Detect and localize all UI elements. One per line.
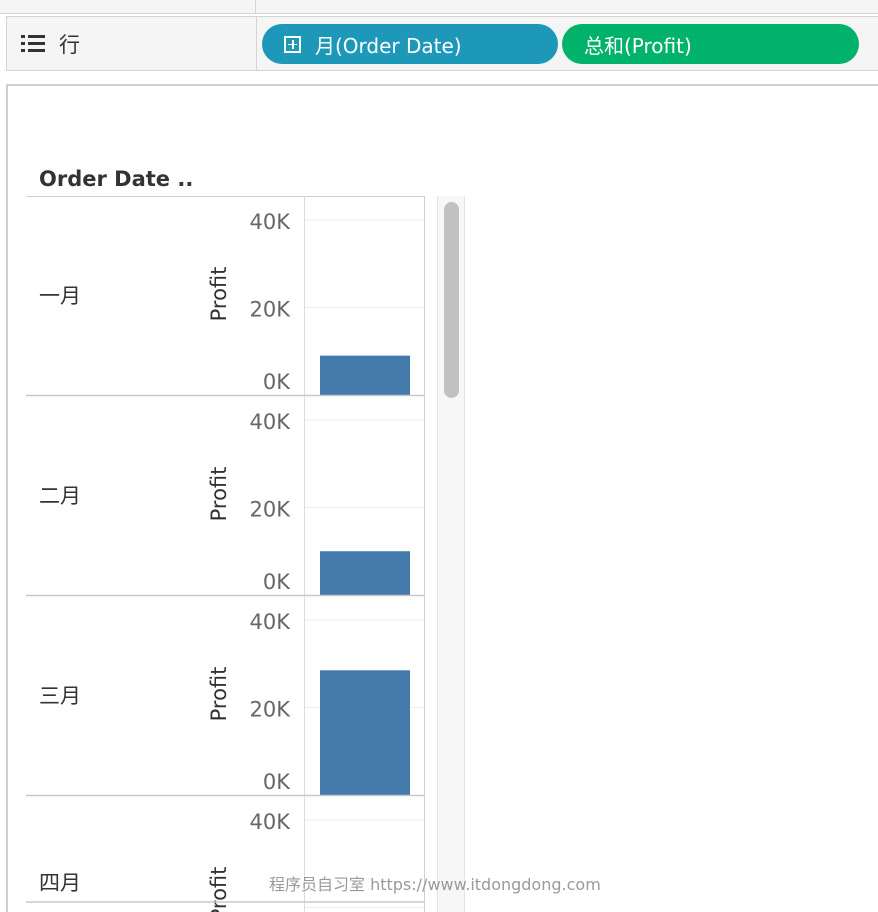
expand-plus-icon[interactable] bbox=[284, 35, 301, 53]
rows-shelf-label: 行 bbox=[7, 17, 257, 70]
rows-shelf: 行 月(Order Date) 总和(Profit) bbox=[6, 16, 878, 71]
month-order-date-pill-label: 月(Order Date) bbox=[315, 33, 462, 58]
watermark-text: 程序员自习室 https://www.itdongdong.com bbox=[269, 875, 601, 894]
y-axis-title: Profit bbox=[207, 467, 231, 522]
y-axis-title: Profit bbox=[207, 867, 231, 912]
profit-bar bbox=[320, 670, 410, 795]
sum-profit-pill-label: 总和(Profit) bbox=[584, 33, 692, 58]
rows-shelf-title: 行 bbox=[59, 32, 80, 57]
y-tick-label: 40K bbox=[250, 610, 292, 634]
sum-profit-pill[interactable]: 总和(Profit) bbox=[562, 24, 859, 64]
y-tick-label: 20K bbox=[250, 298, 292, 322]
y-tick-label: 40K bbox=[250, 210, 292, 234]
month-row-label: 二月 bbox=[39, 484, 81, 508]
y-tick-label: 40K bbox=[250, 810, 292, 834]
month-row-label: 四月 bbox=[39, 871, 81, 895]
month-row-label: 一月 bbox=[39, 284, 81, 308]
month-order-date-pill[interactable]: 月(Order Date) bbox=[262, 24, 558, 64]
pane-frame bbox=[26, 196, 425, 912]
y-tick-label: 20K bbox=[250, 698, 292, 722]
y-tick-label: 0K bbox=[263, 570, 291, 594]
order-date-column-header[interactable]: Order Date .. bbox=[39, 167, 194, 191]
y-tick-label: 20K bbox=[250, 498, 292, 522]
y-tick-label: 0K bbox=[263, 370, 291, 394]
y-tick-label: 0K bbox=[263, 770, 291, 794]
month-row-label: 三月 bbox=[39, 684, 81, 708]
profit-bar bbox=[320, 355, 410, 395]
y-axis-title: Profit bbox=[207, 267, 231, 322]
y-tick-label: 40K bbox=[250, 410, 292, 434]
top-shelf-strip bbox=[0, 0, 878, 14]
y-axis-title: Profit bbox=[207, 667, 231, 722]
profit-bar bbox=[320, 551, 410, 595]
vertical-scrollbar-thumb[interactable] bbox=[444, 202, 459, 398]
rows-list-icon bbox=[21, 34, 45, 53]
top-shelf-divider bbox=[255, 0, 256, 14]
